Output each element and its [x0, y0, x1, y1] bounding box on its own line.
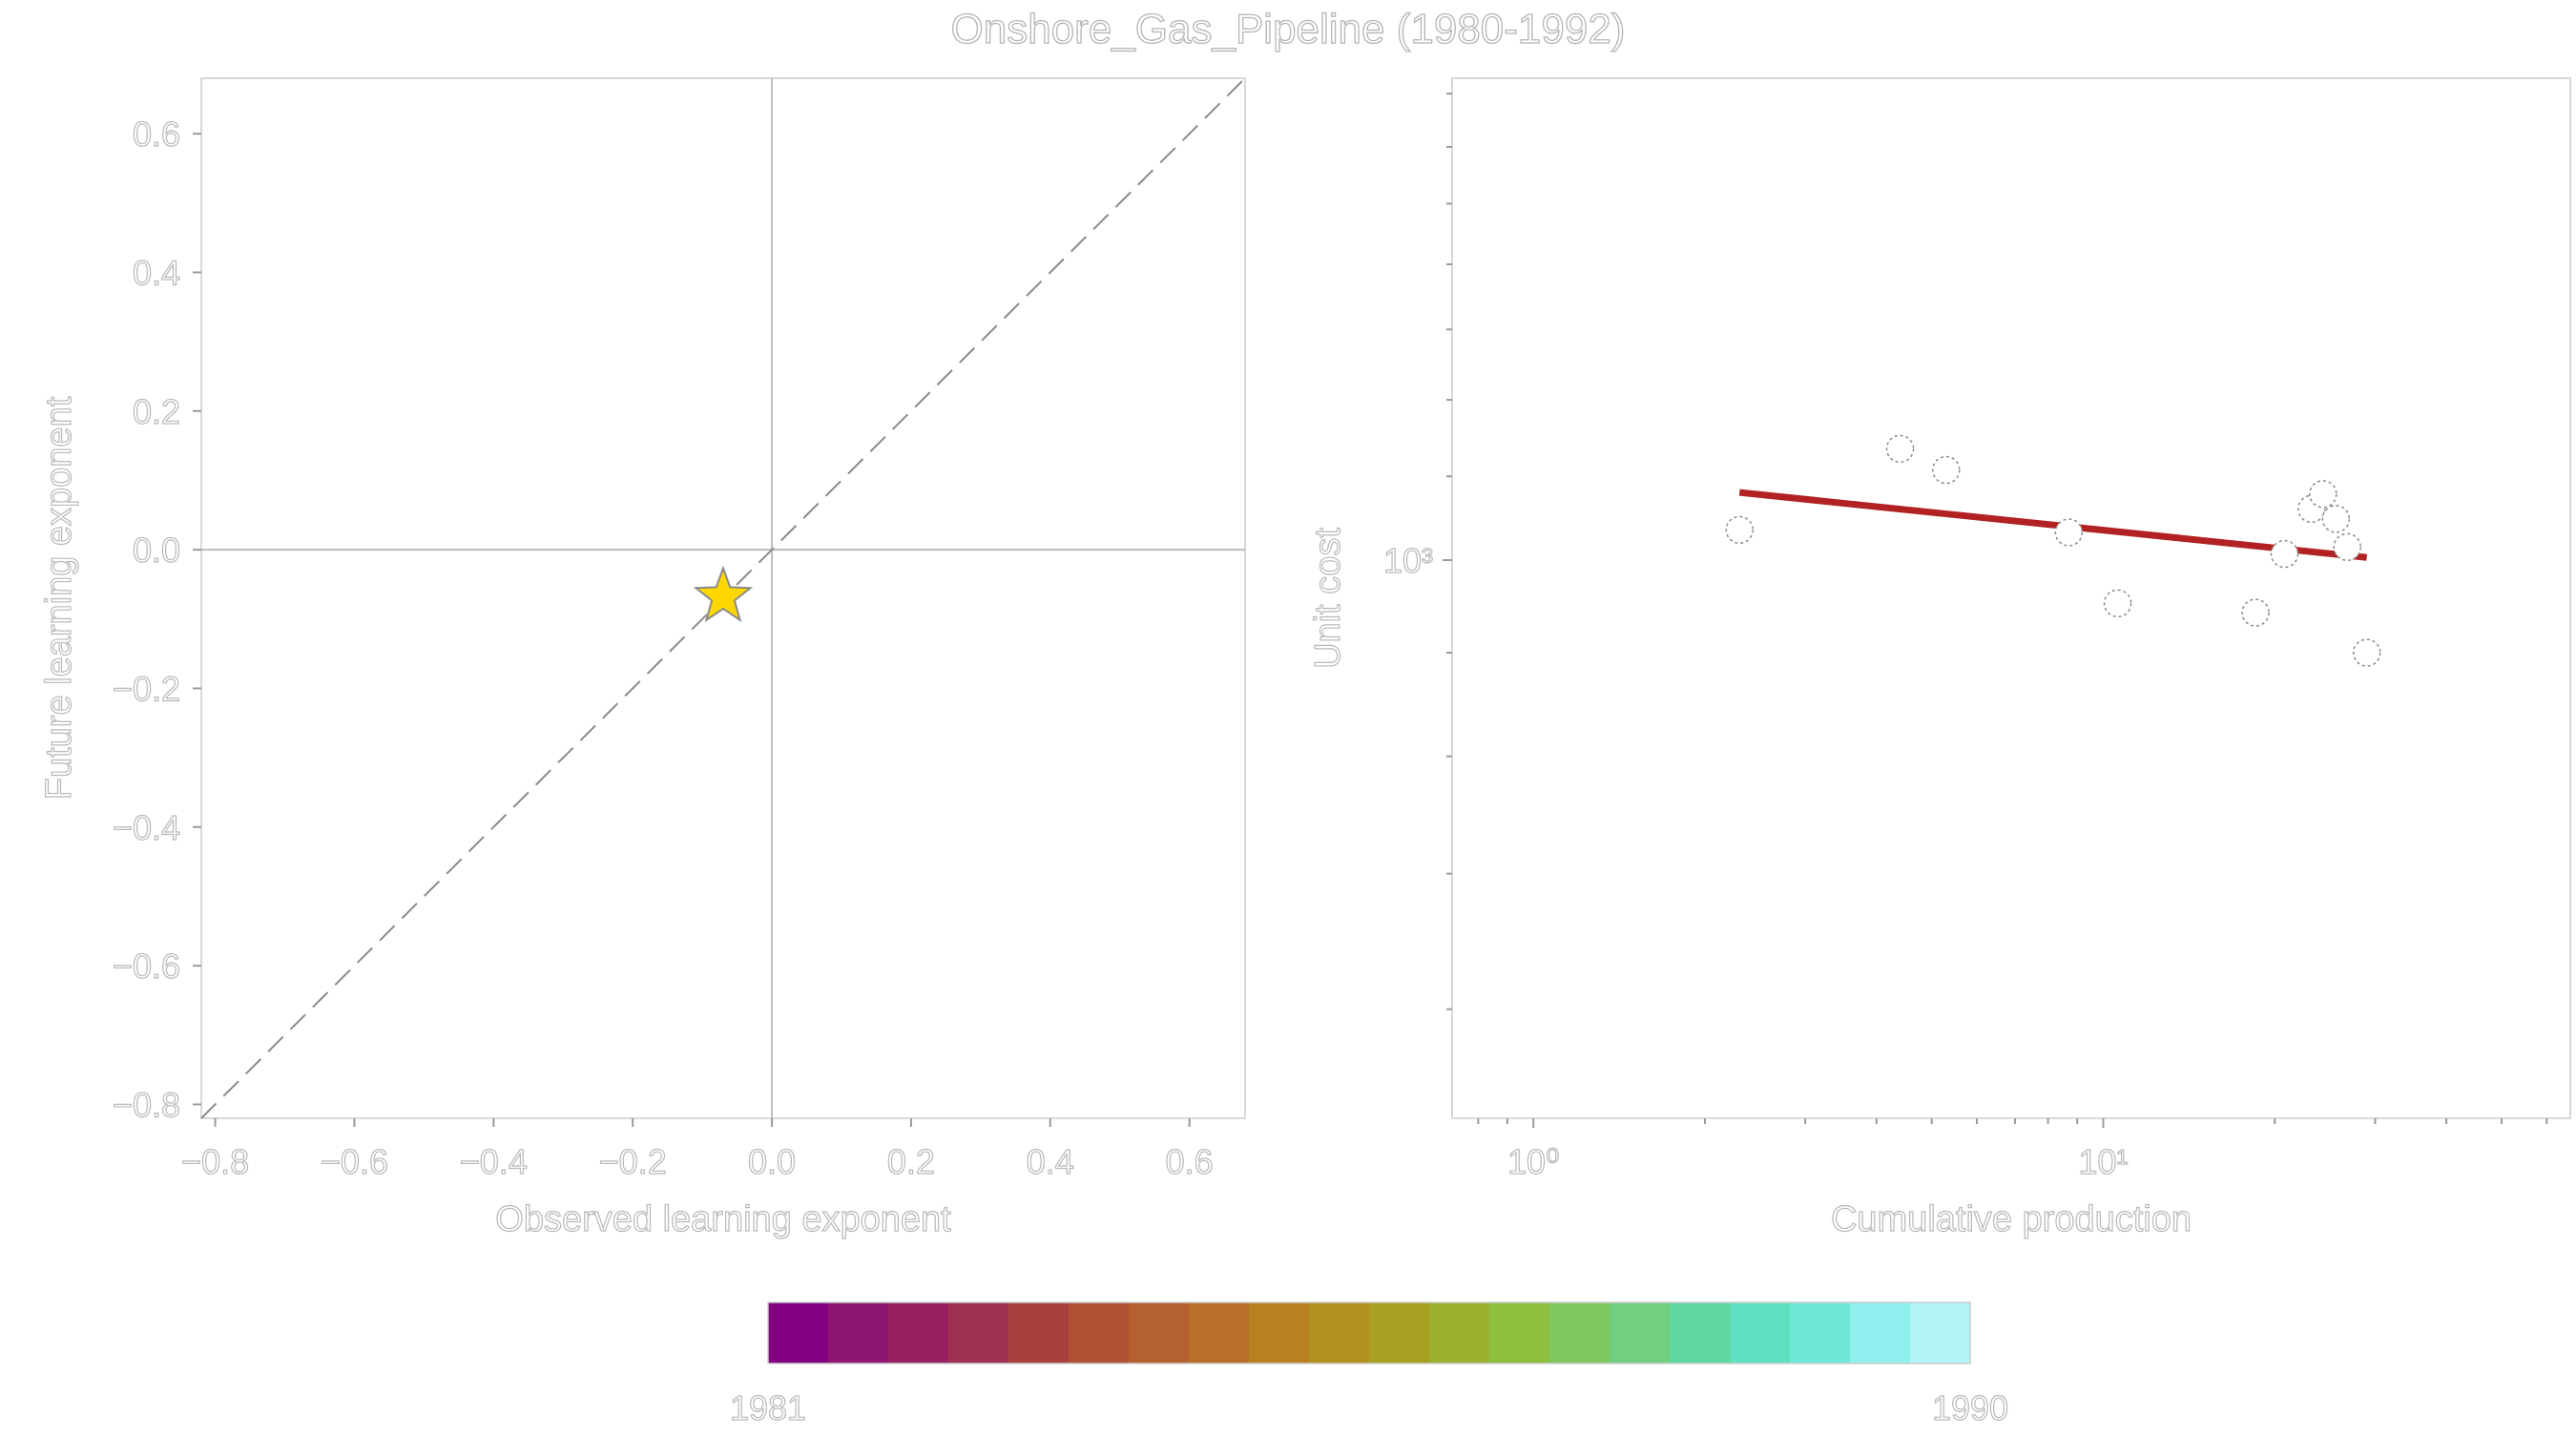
left-plot: −0.8 −0.6 −0.4 −0.2 0.0 0.2 0.4 0.6 −0.8 −0.6 −0.4… [38, 77, 1246, 1240]
data-point [2241, 598, 2270, 627]
colorbar: 1981 1990 [729, 1301, 2009, 1428]
left-x-tick-label: 0.4 [1027, 1142, 1074, 1181]
left-x-tick-label: −0.2 [599, 1142, 667, 1181]
right-x-tick-label: 10¹ [2078, 1142, 2128, 1181]
colorbar-segment [1489, 1302, 1550, 1363]
data-point [2333, 532, 2361, 562]
right-y-tick-label: 10³ [1383, 541, 1433, 580]
star-marker [693, 565, 754, 623]
colorbar-segment [1008, 1302, 1070, 1363]
left-x-tick-label: −0.4 [460, 1142, 528, 1181]
colorbar-segment [1069, 1302, 1130, 1363]
left-x-tick-label: 0.6 [1166, 1142, 1214, 1181]
right-ticks: 10⁰ 10¹ 10³ [1382, 93, 2548, 1182]
data-point [2054, 518, 2084, 547]
colorbar-segment [888, 1302, 949, 1363]
left-x-tick-label: −0.6 [321, 1142, 388, 1181]
colorbar-segment [1129, 1302, 1190, 1363]
colorbar-segment [1910, 1302, 1971, 1363]
left-x-tick-label: 0.2 [887, 1142, 935, 1181]
colorbar-segment [1670, 1302, 1731, 1363]
left-y-tick-label: 0.2 [133, 392, 180, 431]
colorbar-segment [1850, 1302, 1911, 1363]
left-y-axis-label: Future learning exponent [39, 396, 79, 800]
colorbar-segment [948, 1302, 1009, 1363]
left-ticks: −0.8 −0.6 −0.4 −0.2 0.0 0.2 0.4 0.6 −0.8 −0.6 −0.4… [112, 114, 1214, 1182]
fit-line [1738, 489, 2368, 561]
right-plot-frame [1451, 77, 2571, 1119]
left-y-tick-label: −0.8 [113, 1085, 180, 1124]
colorbar-segment [1790, 1302, 1851, 1363]
colorbar-segment [768, 1302, 829, 1363]
data-point [1725, 515, 1755, 545]
right-marks [1725, 434, 2381, 667]
data-point [2321, 505, 2351, 533]
colorbar-segment [1429, 1302, 1490, 1363]
data-point [1932, 455, 1961, 485]
right-plot: 10⁰ 10¹ 10³ Cumulative production Unit cos… [1307, 77, 2571, 1240]
data-point [1885, 434, 1915, 464]
chart-title: Onshore_Gas_Pipeline (1980-1992) [951, 6, 1626, 52]
right-x-axis-label: Cumulative production [1831, 1199, 2192, 1239]
colorbar-segment [1549, 1302, 1610, 1363]
left-x-axis-label: Observed learning exponent [495, 1199, 951, 1239]
right-x-tick-label: 10⁰ [1507, 1142, 1559, 1181]
colorbar-frame [767, 1301, 1971, 1364]
left-y-tick-label: −0.4 [113, 808, 180, 847]
left-y-tick-label: 0.4 [133, 253, 180, 292]
left-y-tick-label: 0.0 [133, 531, 180, 570]
left-y-tick-label: −0.2 [113, 669, 180, 708]
data-point [2309, 480, 2337, 509]
left-marks [693, 565, 754, 623]
colorbar-segment [1189, 1302, 1250, 1363]
colorbar-min-label: 1981 [730, 1388, 806, 1427]
colorbar-segment [1309, 1302, 1370, 1363]
colorbar-segment [1249, 1302, 1310, 1363]
colorbar-segment [828, 1302, 889, 1363]
colorbar-segment [1610, 1302, 1671, 1363]
left-y-tick-label: −0.6 [113, 947, 180, 986]
colorbar-gradient [768, 1302, 1971, 1363]
colorbar-max-label: 1990 [1932, 1388, 2008, 1427]
data-point [2270, 539, 2299, 569]
data-point [2352, 638, 2381, 667]
left-x-tick-label: −0.8 [181, 1142, 249, 1181]
colorbar-segment [1369, 1302, 1430, 1363]
colorbar-segment [1730, 1302, 1791, 1363]
left-x-tick-label: 0.0 [748, 1142, 796, 1181]
data-point [2103, 589, 2132, 618]
left-y-tick-label: 0.6 [133, 114, 180, 154]
right-y-axis-label: Unit cost [1308, 528, 1348, 669]
